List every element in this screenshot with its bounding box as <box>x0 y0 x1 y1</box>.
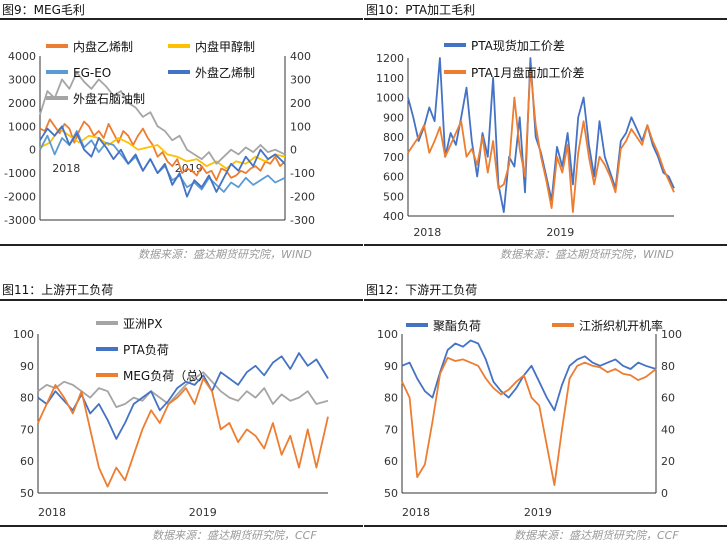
y-tick-label: 70 <box>384 423 398 436</box>
y-tick-label: -2000 <box>4 191 36 204</box>
source-note: 数据来源：盛达期货研究院，WIND <box>500 248 674 261</box>
x-tick-label: 2019 <box>189 506 217 519</box>
y-tick-label: 80 <box>384 392 398 405</box>
legend-label: MEG负荷（总） <box>123 369 210 383</box>
y-tick-label: 1000 <box>376 92 404 105</box>
legend-label: 江浙织机开机率 <box>579 318 663 333</box>
legend-label: 内盘乙烯制 <box>73 39 133 54</box>
chart-title: 图11：上游开工负荷 <box>2 283 114 297</box>
chart-svg: 40003000200010000-1000-2000-300040030020… <box>4 39 315 227</box>
y2-tick-label: 400 <box>290 50 311 63</box>
chart-svg: 100 90 80 70 60 50 100 80 60 40 20 0 2018 2019 聚酯负荷 江浙织… <box>377 318 682 519</box>
legend-label: EG-EO <box>73 66 111 80</box>
y-tick-label: 50 <box>384 487 398 500</box>
y2-tick-label: -100 <box>290 167 315 180</box>
title-rule <box>0 18 363 20</box>
legend-label: 内盘甲醇制 <box>195 39 255 54</box>
y-tick-label: 1100 <box>376 72 404 85</box>
y-tick-label: 400 <box>383 210 404 223</box>
y-tick-label: 60 <box>20 455 34 468</box>
y2-tick-label: 20 <box>661 455 675 468</box>
y2-tick-label: 60 <box>661 392 675 405</box>
series-line <box>39 118 286 182</box>
y-tick-label: 600 <box>383 171 404 184</box>
legend-label: 聚酯负荷 <box>433 319 481 333</box>
chart-title: 图12：下游开工负荷 <box>366 283 478 297</box>
title-rule <box>0 299 363 301</box>
y-tick-label: 0 <box>29 144 36 157</box>
y-tick-label: 50 <box>20 487 34 500</box>
y2-tick-label: 40 <box>661 423 675 436</box>
series-line <box>37 377 329 488</box>
legend-label: PTA现货加工价差 <box>471 38 565 53</box>
y2-tick-label: 0 <box>290 144 297 157</box>
y-tick-label: 500 <box>383 190 404 203</box>
y2-tick-label: -200 <box>290 191 315 204</box>
y-tick-label: 80 <box>20 392 34 405</box>
x-tick-label: 2018 <box>402 506 430 519</box>
bottom-rule <box>364 525 727 527</box>
y2-tick-label: 0 <box>661 487 668 500</box>
chart-svg: 1200 1100 1000 900 800 700 600 500 400 2018 2019 PT… <box>376 38 675 239</box>
y-tick-label: 90 <box>20 360 34 373</box>
chart-title: 图9：MEG毛利 <box>2 3 85 17</box>
y-tick-label: 4000 <box>8 50 36 63</box>
y-tick-label: 700 <box>383 151 404 164</box>
series-line <box>401 339 657 412</box>
source-note: 数据来源：盛达期货研究院，CCF <box>152 529 317 542</box>
y2-tick-label: 300 <box>290 73 311 86</box>
x-tick-label: 2018 <box>38 506 66 519</box>
y2-tick-label: 100 <box>661 328 682 341</box>
title-rule <box>364 299 727 301</box>
y-tick-label: -3000 <box>4 214 36 227</box>
x-tick-label: 2018 <box>52 162 80 175</box>
source-note: 数据来源：盛达期货研究院，CCF <box>514 529 679 542</box>
series-line <box>407 67 675 214</box>
chart-panel-pta-margin: 图10：PTA加工毛利 1200 1100 1000 900 800 700 600 500 4… <box>364 0 727 262</box>
series-line <box>401 356 657 487</box>
bottom-rule <box>364 244 727 246</box>
bottom-rule <box>0 525 363 527</box>
y-tick-label: 900 <box>383 111 404 124</box>
series-line <box>407 57 675 214</box>
y-tick-label: 90 <box>384 360 398 373</box>
x-tick-label: 2018 <box>413 226 441 239</box>
y-tick-label: 60 <box>384 455 398 468</box>
legend-label: PTA1月盘面加工价差 <box>471 65 584 80</box>
bottom-rule <box>0 244 363 246</box>
chart-svg: 100 90 80 70 60 50 2018 2019 亚洲PX PTA负荷 MEG负荷（总） <box>13 317 329 519</box>
y-tick-label: 800 <box>383 131 404 144</box>
y-tick-label: 100 <box>13 328 34 341</box>
y-tick-label: 3000 <box>8 73 36 86</box>
y2-tick-label: -300 <box>290 214 315 227</box>
y2-tick-label: 200 <box>290 97 311 110</box>
y2-tick-label: 100 <box>290 120 311 133</box>
legend-label: PTA负荷 <box>123 343 169 357</box>
source-note: 数据来源：盛达期货研究院，WIND <box>138 248 312 261</box>
series-line <box>39 71 286 165</box>
y-tick-label: 1000 <box>8 120 36 133</box>
y-tick-label: 1200 <box>376 52 404 65</box>
chart-panel-meg-margin: 图9：MEG毛利 4000 3000 2000 1000 0 -1000 -2000 -300… <box>0 0 363 262</box>
legend-label: 外盘乙烯制 <box>195 65 255 80</box>
x-tick-label: 2019 <box>524 506 552 519</box>
legend-label: 外盘石脑油制 <box>73 91 145 106</box>
series-line <box>37 371 329 408</box>
x-tick-label: 2019 <box>546 226 574 239</box>
y-tick-label: 100 <box>377 328 398 341</box>
y-tick-label: 70 <box>20 423 34 436</box>
y-tick-label: 2000 <box>8 97 36 110</box>
chart-panel-upstream-load: 图11：上游开工负荷 100 90 80 70 60 50 2018 2019 亚洲PX PTA负… <box>0 272 363 545</box>
chart-title: 图10：PTA加工毛利 <box>366 3 476 17</box>
y-tick-label: -1000 <box>4 167 36 180</box>
series-line <box>37 352 329 440</box>
title-rule <box>364 18 727 20</box>
y2-tick-label: 80 <box>661 360 675 373</box>
chart-panel-downstream-load: 图12：下游开工负荷 100 90 80 70 60 50 100 80 60 40 20 0 2018… <box>364 272 727 545</box>
series-line <box>39 125 286 198</box>
legend-label: 亚洲PX <box>123 317 162 331</box>
